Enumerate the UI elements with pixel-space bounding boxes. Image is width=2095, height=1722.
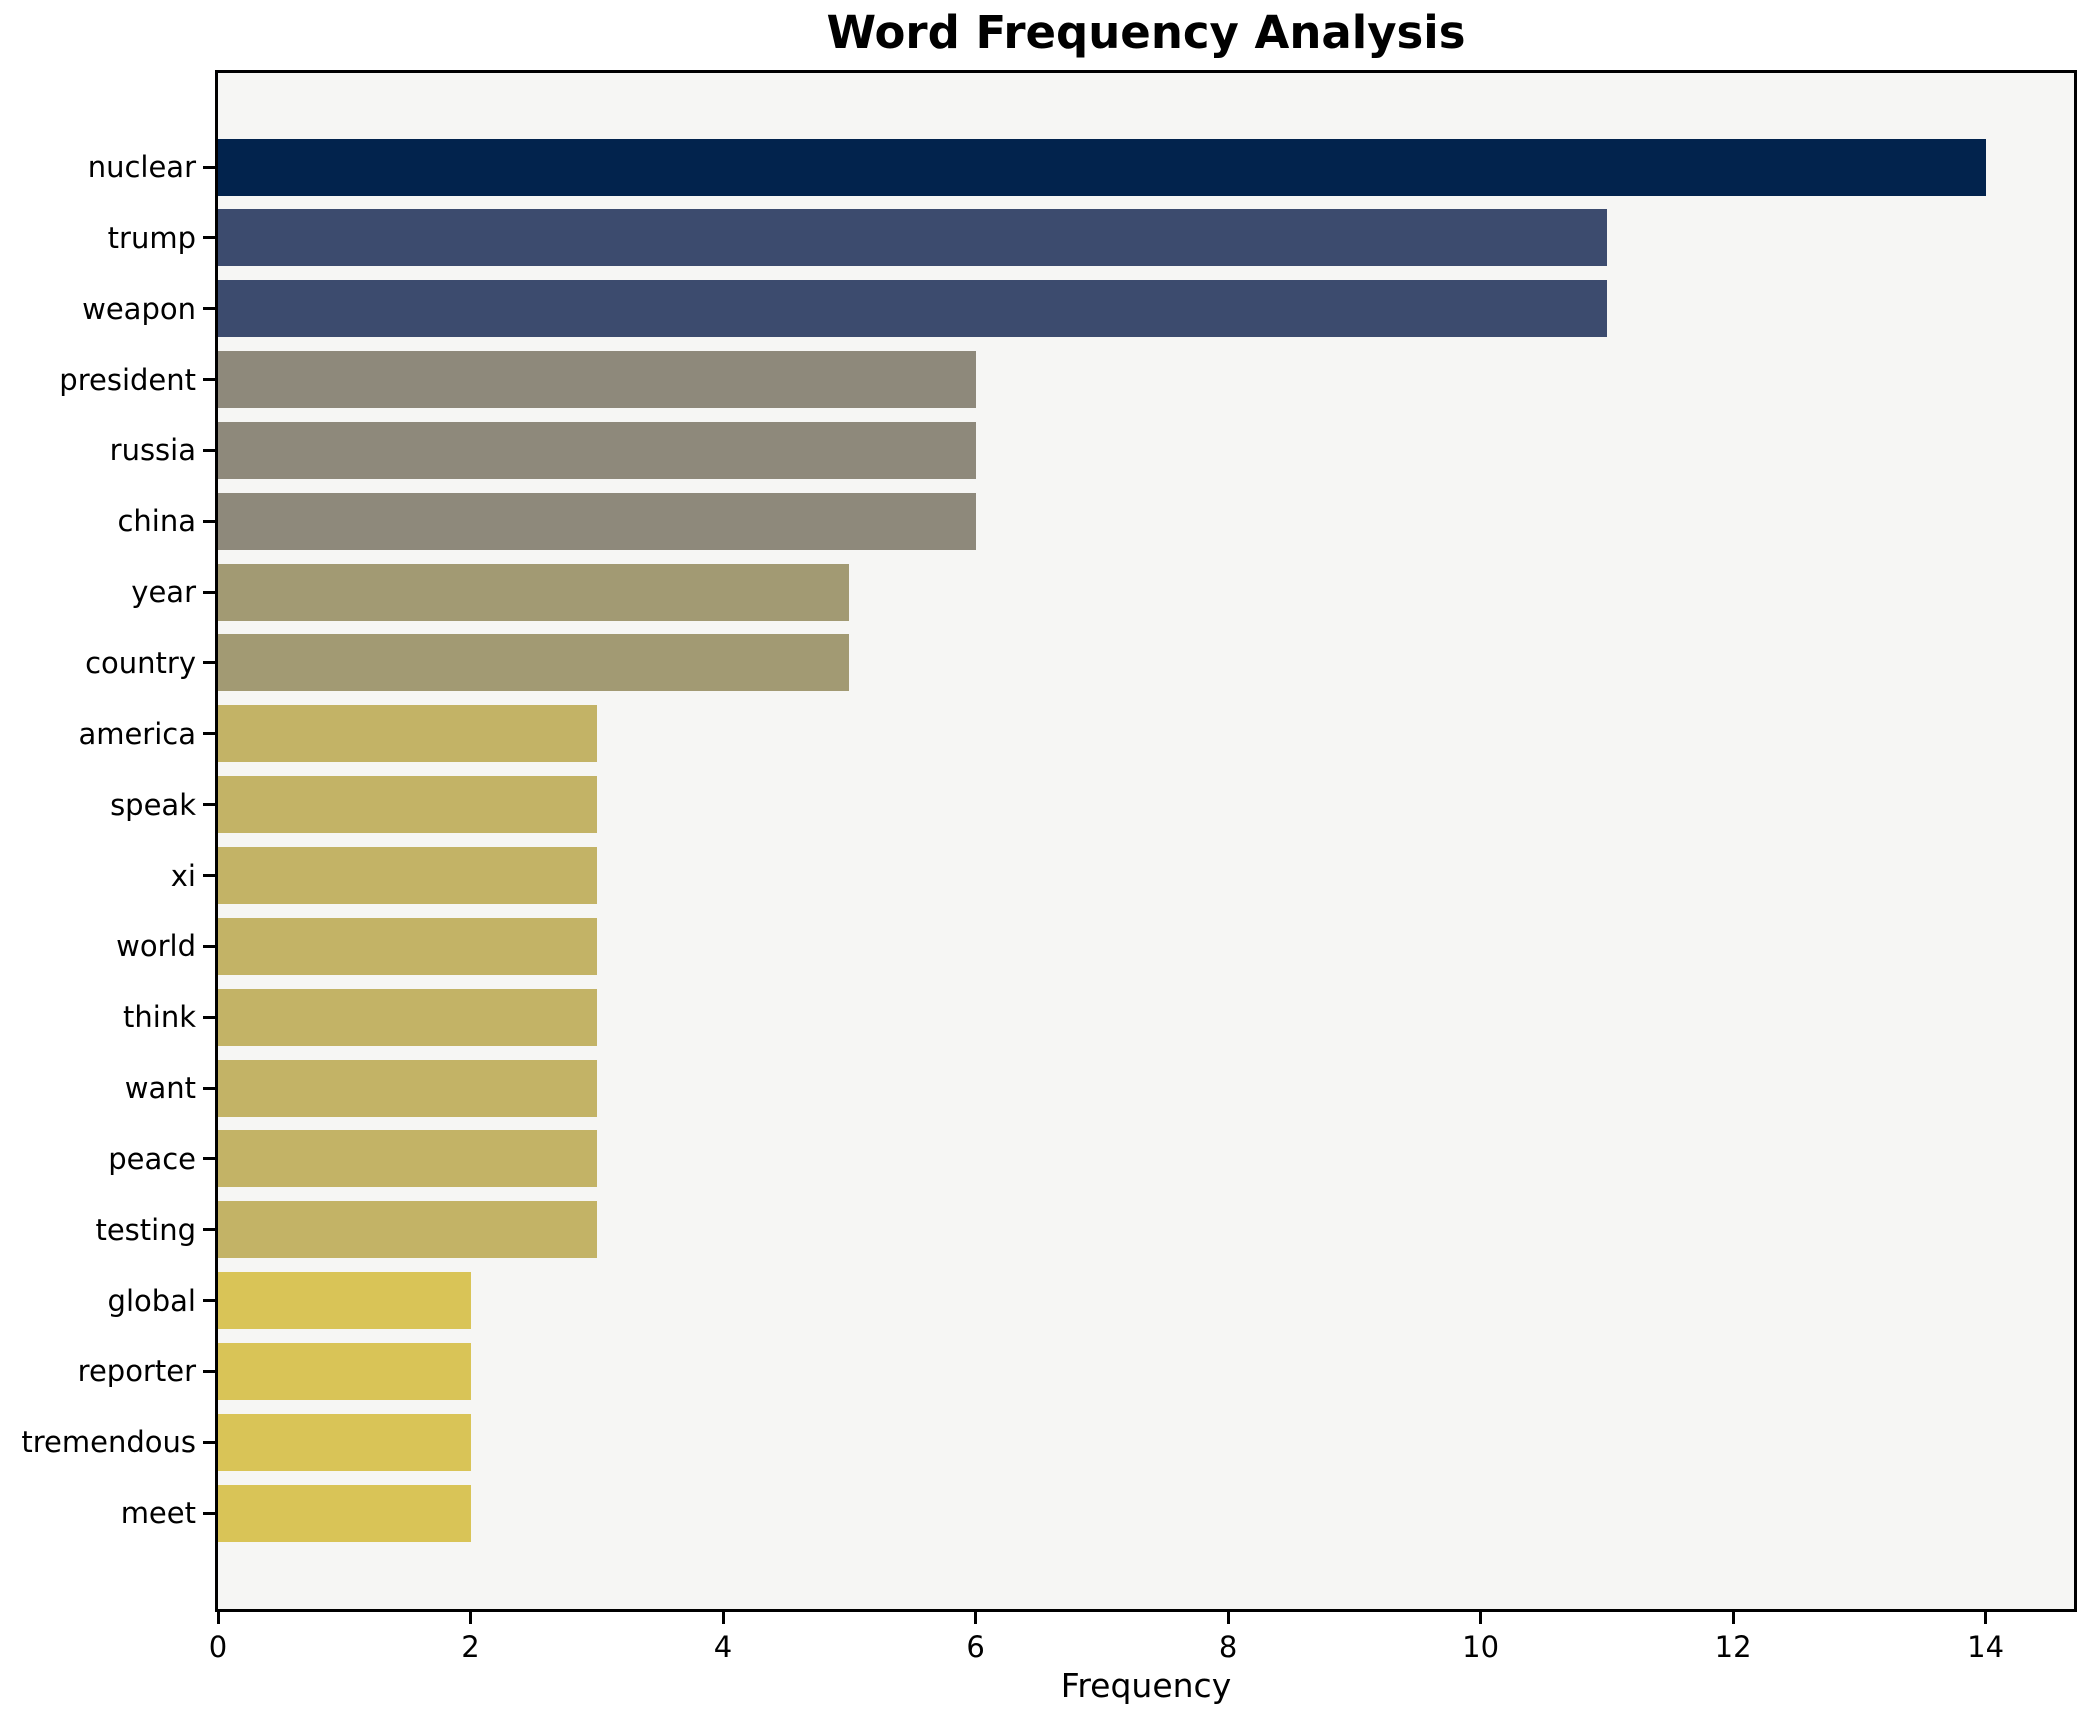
x-tick-label-2: 2 — [461, 1630, 480, 1664]
bar-china — [218, 492, 976, 550]
x-tick-mark — [1226, 1612, 1230, 1624]
x-tick-mark — [1479, 1612, 1483, 1624]
x-tick-label-0: 0 — [208, 1630, 228, 1664]
bar-russia — [218, 421, 976, 479]
x-tick-label-14: 14 — [1967, 1630, 2005, 1664]
x-tick-mark — [1731, 1612, 1735, 1624]
y-tick-label-world: world — [116, 929, 196, 964]
x-tick-mark — [1984, 1612, 1988, 1624]
bar-speak — [218, 776, 597, 834]
y-tick-label-speak: speak — [110, 787, 196, 822]
bar-world — [218, 917, 597, 975]
y-tick-mark — [203, 165, 215, 169]
bar-country — [218, 634, 850, 692]
bar-weapon — [218, 280, 1607, 338]
bar-nuclear — [218, 138, 1986, 196]
y-tick-label-russia: russia — [109, 433, 196, 468]
y-tick-mark — [203, 1369, 215, 1373]
x-tick-label-10: 10 — [1462, 1630, 1500, 1664]
y-tick-label-president: president — [59, 362, 196, 397]
chart-title: Word Frequency Analysis — [826, 6, 1466, 59]
y-tick-label-global: global — [107, 1283, 196, 1318]
bar-reporter — [218, 1342, 471, 1400]
y-tick-label-nuclear: nuclear — [87, 150, 196, 184]
y-tick-label-tremendous: tremendous — [21, 1425, 196, 1460]
x-tick-label-6: 6 — [966, 1630, 985, 1664]
y-tick-label-reporter: reporter — [77, 1354, 196, 1389]
x-tick-label-8: 8 — [1218, 1630, 1238, 1664]
bar-peace — [218, 1130, 597, 1188]
y-tick-mark — [203, 307, 215, 311]
y-tick-mark — [203, 803, 215, 807]
y-tick-mark — [203, 1299, 215, 1303]
y-tick-mark — [203, 944, 215, 948]
plot-area — [215, 70, 2077, 1612]
x-axis-label: Frequency — [1060, 1666, 1232, 1705]
y-tick-mark — [203, 1086, 215, 1090]
bar-global — [218, 1272, 471, 1330]
y-tick-label-trump: trump — [107, 220, 196, 255]
y-tick-mark — [203, 661, 215, 665]
y-tick-label-weapon: weapon — [82, 291, 196, 326]
y-tick-mark — [203, 1440, 215, 1444]
y-tick-label-country: country — [85, 645, 196, 680]
y-tick-mark — [203, 1015, 215, 1019]
bar-year — [218, 563, 850, 621]
x-tick-mark — [469, 1612, 473, 1624]
y-tick-label-china: china — [117, 504, 196, 539]
bar-want — [218, 1059, 597, 1117]
x-tick-label-4: 4 — [713, 1630, 733, 1664]
bar-meet — [218, 1484, 471, 1542]
bar-think — [218, 988, 597, 1046]
y-tick-mark — [203, 590, 215, 594]
bar-tremendous — [218, 1413, 471, 1471]
y-tick-mark — [203, 448, 215, 452]
y-tick-mark — [203, 1511, 215, 1515]
y-tick-label-think: think — [123, 1000, 196, 1035]
y-tick-mark — [203, 519, 215, 523]
x-tick-mark — [721, 1612, 725, 1624]
y-tick-label-testing: testing — [95, 1212, 196, 1247]
x-tick-mark — [216, 1612, 220, 1624]
x-tick-mark — [974, 1612, 978, 1624]
x-tick-label-12: 12 — [1714, 1630, 1752, 1664]
y-tick-mark — [203, 378, 215, 382]
y-tick-mark — [203, 874, 215, 877]
bar-testing — [218, 1201, 597, 1259]
y-tick-mark — [203, 236, 215, 240]
y-tick-mark — [203, 1228, 215, 1232]
y-tick-label-america: america — [78, 716, 196, 751]
y-tick-label-peace: peace — [108, 1141, 196, 1176]
y-tick-label-meet: meet — [120, 1496, 196, 1531]
bar-president — [218, 351, 976, 409]
y-tick-label-xi: xi — [170, 858, 196, 893]
y-axis-labels: nuclear trump weapon president russia china ye… — [0, 70, 196, 1612]
y-tick-mark — [203, 732, 215, 736]
y-tick-mark — [203, 1157, 215, 1161]
bar-xi — [218, 847, 597, 904]
bar-america — [218, 705, 597, 763]
bar-trump — [218, 209, 1607, 267]
y-tick-label-year: year — [131, 575, 196, 610]
y-tick-label-want: want — [124, 1071, 196, 1106]
